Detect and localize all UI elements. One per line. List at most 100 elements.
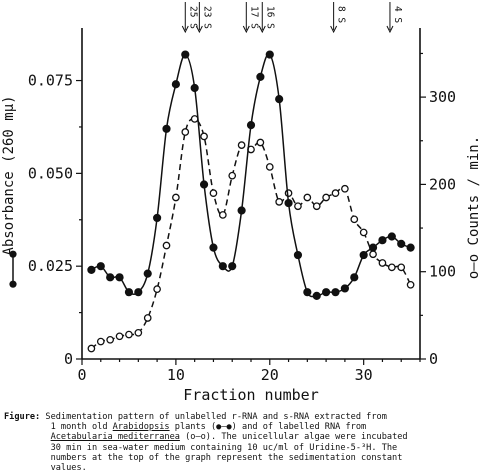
absorbance-point — [284, 198, 293, 208]
counts-point — [294, 202, 302, 211]
sedimentation-arrowhead — [242, 25, 250, 34]
sedimentation-label: 23 S — [201, 6, 212, 29]
absorbance-point — [106, 273, 115, 282]
caption-line-1: Sedimentation pattern of unlabelled r-RN… — [40, 412, 387, 422]
counts-point — [237, 141, 246, 149]
right-tick-label: 0 — [429, 350, 438, 368]
absorbance-point — [246, 121, 256, 130]
counts-point — [153, 285, 161, 294]
counts-point — [125, 330, 133, 339]
counts-point — [322, 193, 330, 202]
sedimentation-arrowhead — [258, 25, 266, 34]
sedimentation-arrowhead — [195, 25, 203, 34]
counts-point — [143, 314, 152, 322]
figure-caption: Figure: Sedimentation pattern of unlabel… — [4, 412, 490, 473]
absorbance-point — [275, 95, 284, 104]
counts-point — [87, 344, 96, 353]
counts-point — [228, 171, 237, 180]
counts-point — [397, 263, 406, 272]
absorbance-line — [91, 53, 411, 298]
absorbance-point — [237, 206, 246, 215]
right-tick-label: 100 — [429, 263, 456, 281]
counts-point — [134, 328, 143, 337]
counts-point — [172, 193, 180, 202]
absorbance-point — [199, 180, 209, 189]
counts-point — [96, 337, 105, 346]
absorbance-point — [228, 262, 237, 271]
x-tick-label: 0 — [77, 366, 86, 384]
counts-point — [312, 202, 321, 211]
sedimentation-label: 8 S — [336, 6, 347, 23]
absorbance-point — [331, 288, 340, 297]
caption-line-5: numbers at the top of the graph represen… — [4, 452, 403, 463]
counts-point — [350, 215, 359, 224]
caption-species-1: Arabidopsis — [112, 422, 170, 433]
right-tick-label: 300 — [429, 88, 456, 106]
caption-lead: Figure: — [4, 412, 41, 422]
counts-point — [341, 184, 349, 193]
absorbance-point — [134, 288, 143, 297]
absorbance-point — [256, 72, 265, 81]
absorbance-point — [397, 239, 406, 249]
counts-point — [275, 198, 284, 206]
sedimentation-label: 25 S — [187, 6, 198, 29]
absorbance-point — [143, 269, 152, 278]
caption-line-4: 30 min in sea-water medium containing 10… — [4, 442, 398, 453]
counts-point — [200, 132, 208, 141]
absorbance-point — [368, 243, 378, 252]
counts-point — [115, 332, 124, 341]
right-axis-title: o—o Counts / min. — [466, 136, 482, 279]
caption-line-2a: 1 month old — [4, 422, 113, 433]
counts-point — [303, 193, 312, 202]
caption-line-2b: plants (●—●) and of labelled RNA from — [169, 422, 367, 433]
absorbance-point — [190, 83, 199, 93]
counts-point — [387, 263, 396, 272]
absorbance-point — [153, 213, 162, 223]
counts-point — [181, 128, 190, 136]
sedimentation-arrowhead — [386, 25, 394, 34]
counts-point — [284, 189, 293, 197]
counts-point — [406, 280, 415, 289]
caption-line-3b: (o—o). The unicellular algae were incuba… — [179, 432, 408, 443]
counts-point — [209, 189, 218, 197]
absorbance-point — [406, 243, 415, 252]
absorbance-point — [322, 288, 331, 297]
caption-species-2: Acetabularia mediterranea — [50, 432, 180, 443]
absorbance-point — [265, 50, 274, 59]
counts-point — [256, 138, 265, 147]
counts-point — [359, 228, 368, 237]
absorbance-point — [162, 124, 171, 133]
absorbance-point — [96, 262, 105, 271]
counts-point — [162, 241, 171, 250]
absorbance-point — [171, 80, 180, 89]
absorbance-point — [293, 250, 303, 260]
x-axis-title: Fraction number — [183, 386, 318, 404]
counts-point — [331, 189, 340, 197]
absorbance-point — [87, 265, 96, 274]
absorbance-series — [87, 50, 415, 300]
absorbance-point — [378, 236, 387, 245]
absorbance-point — [340, 284, 349, 293]
absorbance-point — [181, 50, 190, 59]
x-tick-label: 30 — [355, 366, 373, 384]
left-tick-label: 0 — [64, 350, 73, 368]
sedimentation-arrowhead — [181, 25, 189, 34]
left-tick-label: 0.025 — [28, 257, 73, 275]
counts-point — [218, 211, 227, 219]
absorbance-point — [303, 288, 312, 297]
legend-filled-dot — [9, 280, 17, 288]
x-tick-label: 20 — [261, 366, 279, 384]
absorbance-point — [218, 262, 227, 271]
counts-point — [190, 115, 199, 123]
counts-point — [265, 163, 274, 171]
absorbance-point — [387, 232, 396, 241]
sedimentation-label: 16 S — [264, 6, 275, 29]
counts-series — [87, 115, 415, 353]
x-tick-label: 10 — [167, 366, 185, 384]
absorbance-point — [350, 273, 359, 282]
caption-line-6: values. — [4, 463, 87, 474]
counts-point — [369, 250, 377, 259]
sedimentation-arrowhead — [330, 25, 338, 34]
absorbance-point — [115, 273, 124, 282]
